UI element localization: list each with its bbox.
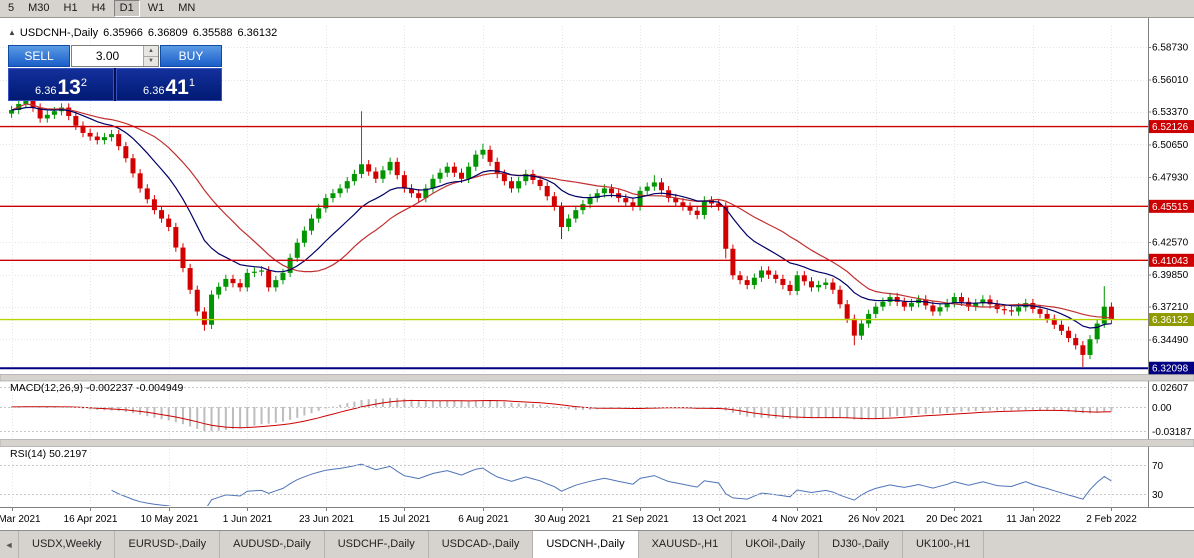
svg-text:6.32098: 6.32098 — [1152, 364, 1189, 375]
svg-text:30: 30 — [1152, 490, 1164, 501]
chart-tab-usdx-weekly[interactable]: USDX,Weekly — [19, 531, 116, 558]
svg-text:0.02607: 0.02607 — [1152, 383, 1189, 394]
tab-scroll-left-icon[interactable]: ◄ — [0, 531, 19, 558]
timeframe-button-d1[interactable]: D1 — [113, 0, 140, 17]
date-axis-label[interactable]: 10 May 2021 — [141, 514, 199, 525]
chart-tab-uk100-h1[interactable]: UK100-,H1 — [903, 531, 985, 558]
chart-tabs: USDX,Weekly EURUSD-,Daily AUDUSD-,Daily USD… — [19, 531, 985, 558]
price-axis-label: 6.58730 — [1152, 42, 1189, 53]
timeframe-button-m30[interactable]: M30 — [28, 2, 50, 14]
lot-increase-icon[interactable]: ▲ — [144, 46, 158, 57]
chart-tab-audusd-daily[interactable]: AUDUSD-,Daily — [220, 531, 325, 558]
panel-separator[interactable] — [0, 439, 1194, 447]
date-axis-label[interactable]: 26 Nov 2021 — [848, 514, 905, 525]
ask-price-pips: 41 — [165, 76, 189, 99]
price-axis-label: 6.37210 — [1152, 302, 1189, 313]
chart-tab-usdcad-daily[interactable]: USDCAD-,Daily — [429, 531, 534, 558]
ask-price-point: 1 — [188, 77, 195, 89]
lot-size-field[interactable]: 3.00 ▲ ▼ — [71, 45, 159, 67]
support-line-badge — [1149, 361, 1194, 375]
chart-tab-usdcnh-daily[interactable]: USDCNH-,Daily — [533, 531, 639, 558]
date-axis-label[interactable]: 15 Jul 2021 — [379, 514, 431, 525]
collapse-panel-icon[interactable]: ▲ — [8, 28, 16, 37]
timeframe-button-mn[interactable]: MN — [178, 2, 196, 14]
svg-text:70: 70 — [1152, 461, 1164, 472]
ma-fast-line — [11, 106, 1112, 329]
svg-text:6.45515: 6.45515 — [1152, 202, 1189, 213]
axes-layer: 24 Mar 2021 16 Apr 2021 10 May 2021 1 Jun 2… — [0, 18, 1194, 525]
date-axis-label[interactable]: 6 Aug 2021 — [458, 514, 509, 525]
date-axis-label[interactable]: 11 Jan 2022 — [1006, 514, 1061, 525]
date-axis-label[interactable]: 13 Oct 2021 — [692, 514, 747, 525]
chart-tab-dj30-daily[interactable]: DJ30-,Daily — [819, 531, 903, 558]
resistance-line-3-badge — [1149, 253, 1194, 267]
price-axis-label: 6.42570 — [1152, 237, 1189, 248]
chart-tab-xauusd-h1[interactable]: XAUUSD-,H1 — [639, 531, 733, 558]
one-click-trading-panel: SELL 3.00 ▲ ▼ BUY 6.36 13 2 6.36 41 1 — [8, 45, 222, 101]
ohlc-close: 6.36132 — [237, 27, 278, 39]
chart-window: 0.02607 0.00 -0.03187 MACD(12,26,9) -0.0022… — [0, 18, 1194, 530]
chart-tab-ukoil-daily[interactable]: UKOil-,Daily — [732, 531, 820, 558]
price-axis-label: 6.53370 — [1152, 107, 1189, 118]
timeframe-button-h1[interactable]: H1 — [63, 2, 78, 14]
bid-price-base: 6.36 — [35, 85, 57, 97]
price-axis-label: 6.50650 — [1152, 140, 1189, 151]
date-axis-label[interactable]: 2 Feb 2022 — [1086, 514, 1137, 525]
svg-text:-0.03187: -0.03187 — [1152, 427, 1192, 438]
rsi-layer — [111, 463, 1112, 506]
macd-indicator-label: MACD(12,26,9) -0.002237 -0.004949 — [10, 382, 184, 394]
panel-separator[interactable] — [0, 374, 1194, 382]
lot-size-stepper[interactable]: ▲ ▼ — [143, 46, 158, 66]
date-axis-label[interactable]: 24 Mar 2021 — [0, 514, 41, 525]
svg-text:0.00: 0.00 — [1152, 403, 1172, 414]
date-axis-label[interactable]: 1 Jun 2021 — [223, 514, 273, 525]
bid-price-display[interactable]: 6.36 13 2 — [8, 68, 114, 101]
lot-size-value[interactable]: 3.00 — [95, 49, 120, 63]
price-axis-label: 6.47930 — [1152, 173, 1189, 184]
timeframe-toolbar: 5 M30 H1 H4 D1 W1 MN — [0, 0, 1194, 18]
price-axis-label: 6.39850 — [1152, 270, 1189, 281]
svg-text:6.41043: 6.41043 — [1152, 256, 1189, 267]
timeframe-button-5[interactable]: 5 — [8, 2, 15, 14]
bid-price-point: 2 — [80, 77, 87, 89]
bid-price-line-badge — [1149, 313, 1194, 327]
resistance-line-1-badge — [1149, 120, 1194, 134]
chart-symbol-label: USDCNH-,Daily — [19, 27, 99, 39]
price-chart[interactable]: 0.02607 0.00 -0.03187 MACD(12,26,9) -0.0022… — [0, 18, 1194, 530]
ohlc-open: 6.35966 — [103, 27, 143, 39]
chart-tab-usdchf-daily[interactable]: USDCHF-,Daily — [325, 531, 429, 558]
chart-tab-bar: ◄ USDX,Weekly EURUSD-,Daily AUDUSD-,Daily U… — [0, 530, 1194, 558]
price-axis-label: 6.34490 — [1152, 335, 1189, 346]
sell-button[interactable]: SELL — [8, 45, 70, 67]
lot-decrease-icon[interactable]: ▼ — [144, 56, 158, 66]
svg-text:6.52126: 6.52126 — [1152, 122, 1189, 133]
svg-text:6.36132: 6.36132 — [1152, 315, 1189, 326]
buy-button[interactable]: BUY — [160, 45, 222, 67]
date-axis-label[interactable]: 16 Apr 2021 — [64, 514, 118, 525]
ask-price-base: 6.36 — [143, 85, 165, 97]
timeframe-button-w1[interactable]: W1 — [147, 2, 165, 14]
ohlc-low: 6.35588 — [192, 27, 233, 39]
rsi-indicator-label: RSI(14) 50.2197 — [10, 448, 87, 460]
date-axis-label[interactable]: 4 Nov 2021 — [772, 514, 824, 525]
ohlc-high: 6.36809 — [147, 27, 188, 39]
ma-slow-line — [11, 103, 1112, 319]
bid-price-pips: 13 — [57, 76, 81, 99]
date-axis-label[interactable]: 23 Jun 2021 — [299, 514, 354, 525]
price-axis-label: 6.56010 — [1152, 75, 1189, 86]
date-axis-label[interactable]: 21 Sep 2021 — [612, 514, 669, 525]
date-axis-label[interactable]: 30 Aug 2021 — [534, 514, 591, 525]
chart-tab-eurusd-daily[interactable]: EURUSD-,Daily — [115, 531, 221, 558]
chart-ohlc-header: ▲ USDCNH-,Daily 6.35966 6.36809 6.35588 6.361… — [8, 27, 282, 39]
macd-layer — [10, 397, 1113, 432]
ask-price-display[interactable]: 6.36 41 1 — [116, 68, 222, 101]
resistance-line-2-badge — [1149, 199, 1194, 213]
timeframe-button-h4[interactable]: H4 — [91, 2, 106, 14]
date-axis-label[interactable]: 20 Dec 2021 — [926, 514, 983, 525]
